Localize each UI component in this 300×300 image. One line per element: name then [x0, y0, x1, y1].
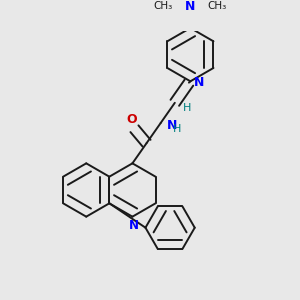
Text: O: O	[126, 113, 137, 126]
Text: CH₃: CH₃	[208, 1, 227, 11]
Text: N: N	[129, 219, 139, 232]
Text: CH₃: CH₃	[154, 1, 173, 11]
Text: H: H	[173, 124, 181, 134]
Text: N: N	[194, 76, 205, 88]
Text: H: H	[183, 103, 191, 113]
Text: N: N	[167, 119, 177, 132]
Text: N: N	[185, 1, 196, 13]
